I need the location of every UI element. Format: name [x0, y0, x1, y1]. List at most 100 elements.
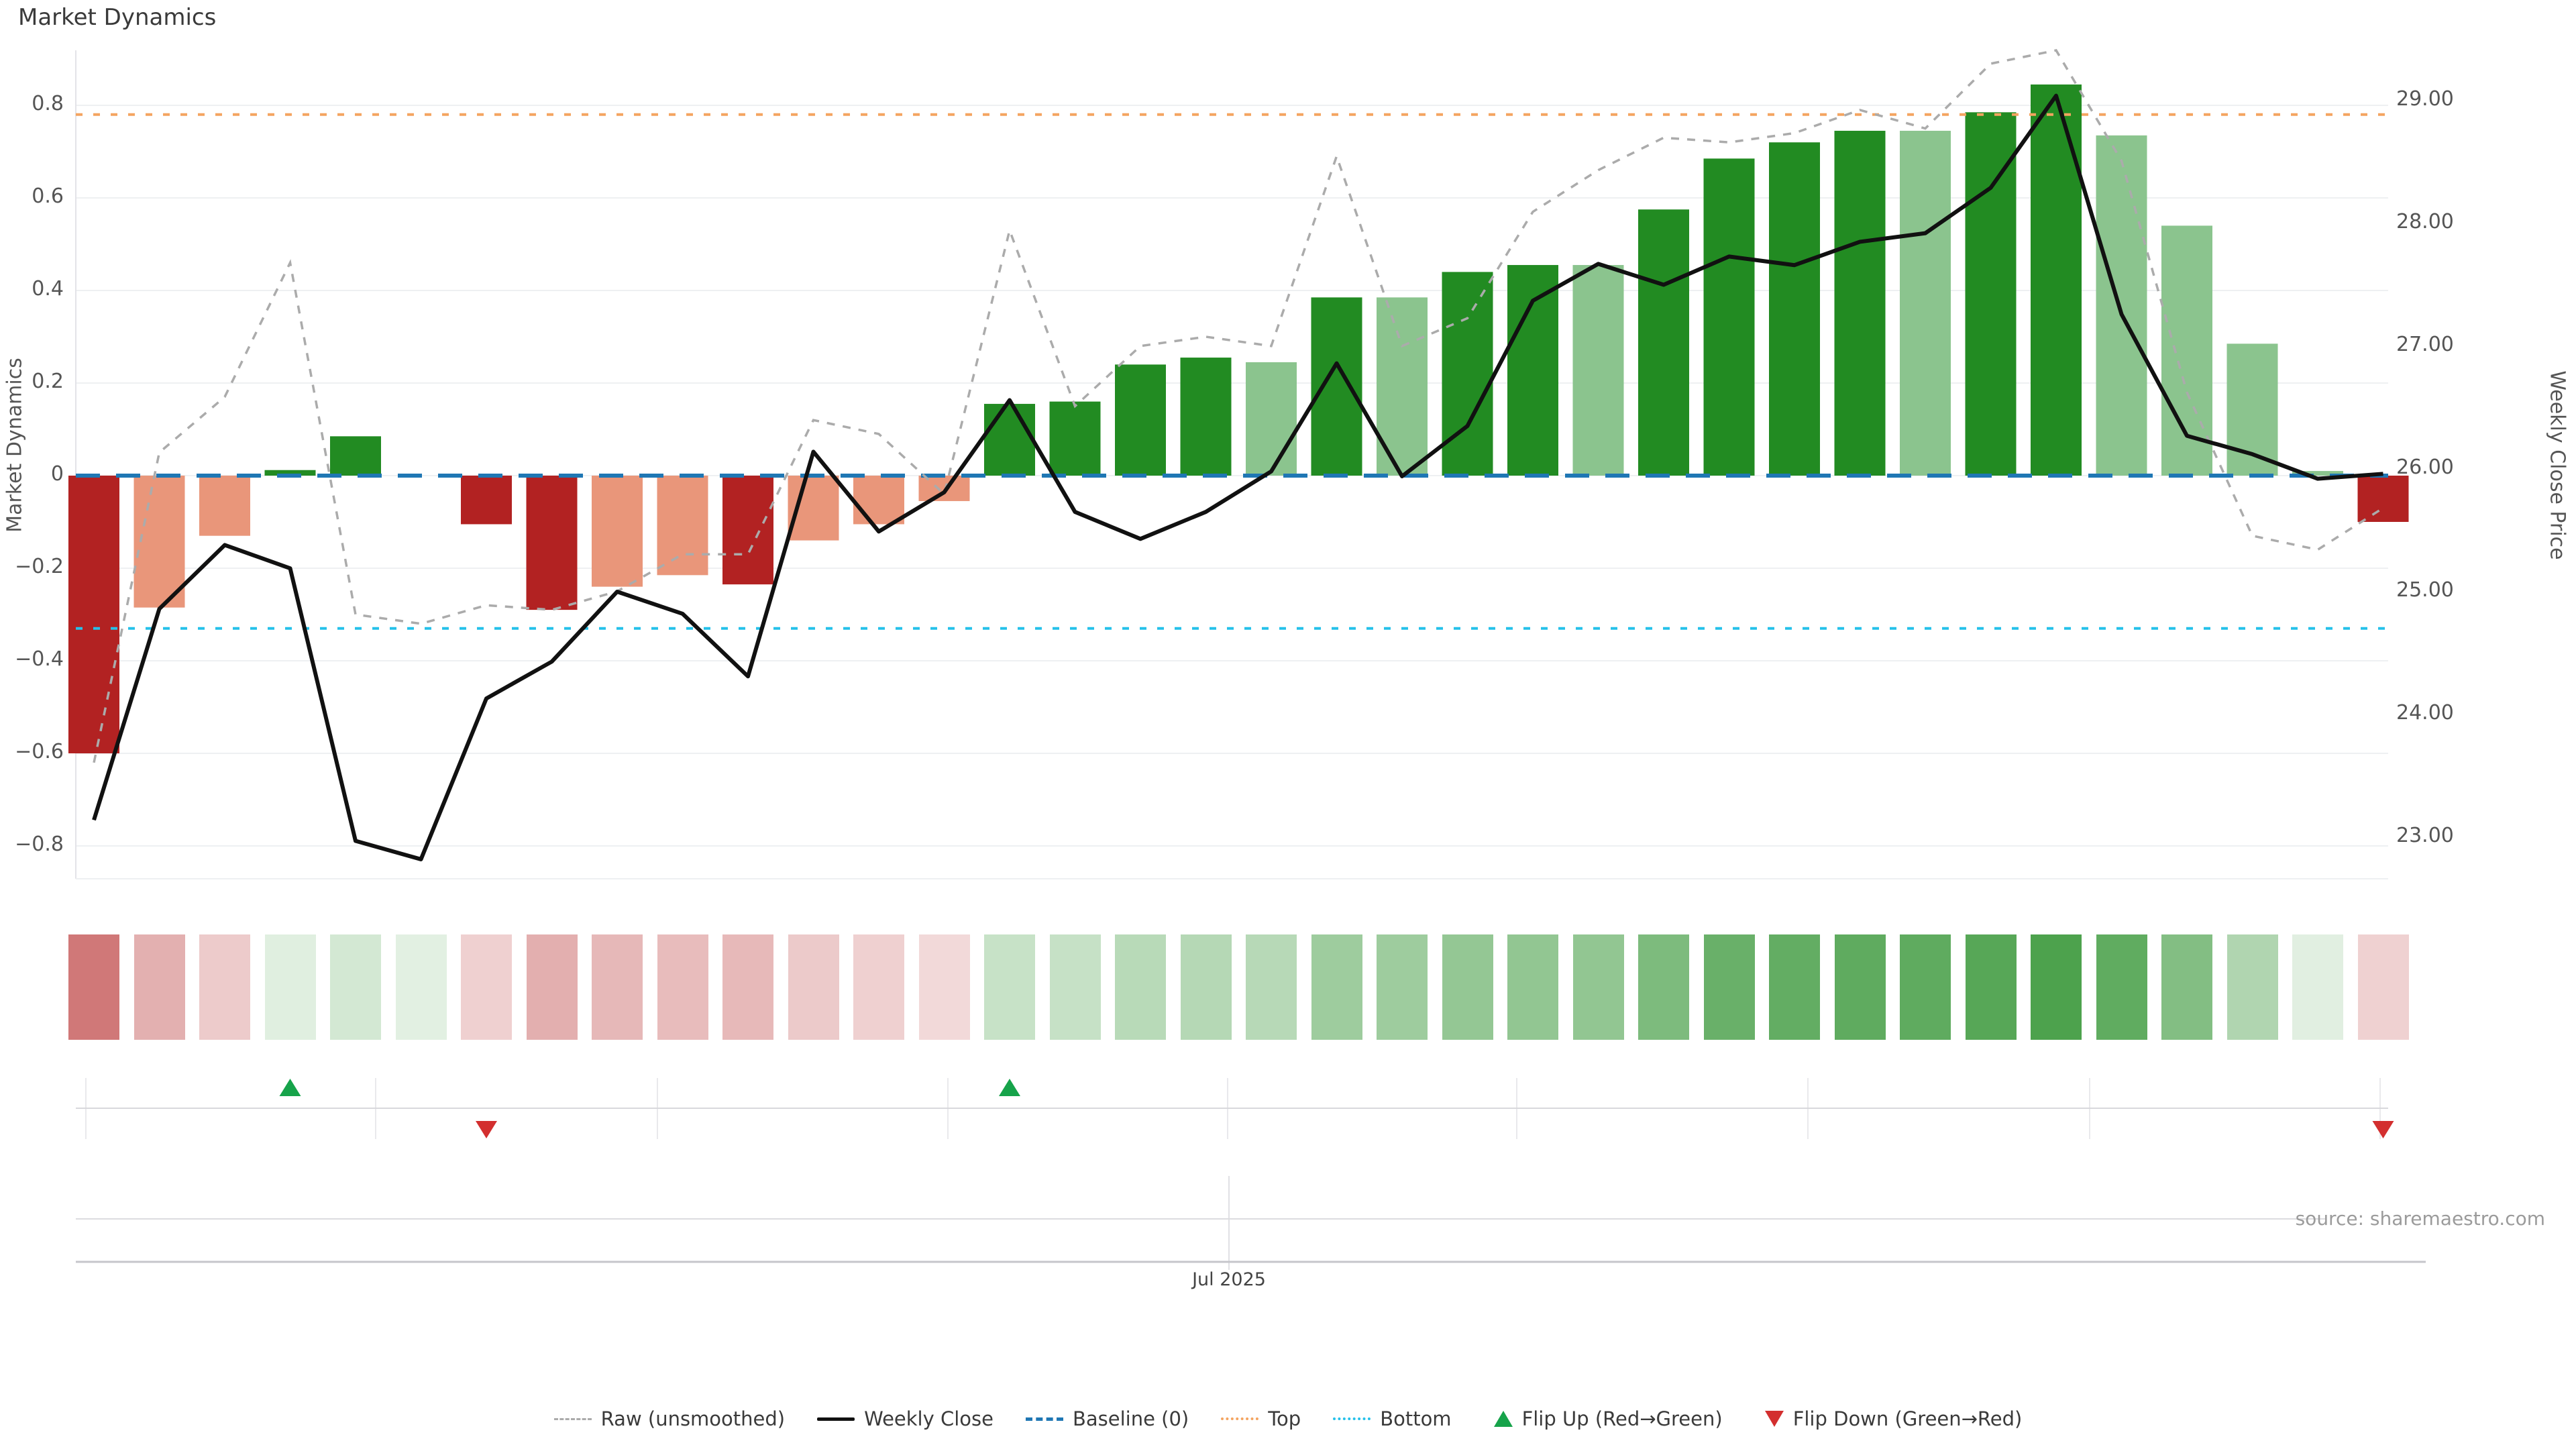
bar — [1507, 265, 1558, 476]
heat-cell — [722, 934, 773, 1040]
legend-item-label: Raw (unsmoothed) — [600, 1407, 786, 1430]
heat-cell — [657, 934, 708, 1040]
heat-cell — [133, 934, 185, 1040]
heat-cell — [1049, 934, 1101, 1040]
bar — [526, 476, 578, 610]
right-tick-label: 25.00 — [2396, 578, 2454, 602]
bar — [2357, 476, 2409, 522]
legend-item: Raw (unsmoothed) — [538, 1407, 801, 1430]
right-tick-label: 26.00 — [2396, 455, 2454, 479]
bar — [1834, 130, 1886, 476]
bar — [2096, 135, 2147, 476]
left-tick-label: −0.2 — [15, 555, 64, 578]
bar — [461, 476, 512, 525]
heat-cell — [461, 934, 512, 1040]
bar — [592, 476, 643, 587]
bar — [1115, 364, 1166, 476]
bar — [1900, 130, 1951, 476]
heat-cell — [1115, 934, 1166, 1040]
legend-item: Bottom — [1317, 1407, 1467, 1430]
right-tick-label: 29.00 — [2396, 87, 2454, 111]
right-tick-label: 28.00 — [2396, 210, 2454, 233]
legend-baseline-icon — [1026, 1417, 1063, 1421]
raw-line — [93, 49, 2384, 763]
heat-cell — [853, 934, 904, 1040]
right-tick-label: 23.00 — [2396, 824, 2454, 847]
bar — [1246, 362, 1297, 476]
bar — [1572, 265, 1624, 476]
left-tick-label: 0 — [50, 462, 64, 486]
legend-close-icon — [817, 1417, 855, 1421]
heat-cell — [2161, 934, 2212, 1040]
heat-cell — [68, 934, 119, 1040]
legend-item-label: Weekly Close — [864, 1407, 994, 1430]
bar — [330, 436, 381, 476]
legend-tri-up-icon — [1493, 1411, 1513, 1427]
close-line — [92, 93, 2383, 861]
bar — [1311, 297, 1362, 476]
heat-cell — [1311, 934, 1362, 1040]
bar — [1703, 158, 1755, 476]
flip-up-marker — [999, 1079, 1020, 1096]
heat-cell — [2292, 934, 2343, 1040]
legend: Raw (unsmoothed) Weekly Close Baseline (0)… — [0, 1407, 2576, 1430]
legend-bottom-icon — [1333, 1417, 1371, 1420]
bar — [1965, 112, 2017, 476]
heat-cell — [788, 934, 839, 1040]
legend-raw-icon — [553, 1417, 592, 1420]
legend-top-icon — [1221, 1417, 1259, 1420]
right-axis-label: Weekly Close Price — [2545, 370, 2569, 560]
left-tick-label: −0.4 — [15, 647, 64, 671]
heat-cell — [918, 934, 970, 1040]
heat-cell — [1965, 934, 2017, 1040]
heat-cell — [1900, 934, 1951, 1040]
legend-item: Flip Up (Red→Green) — [1468, 1407, 1739, 1430]
heat-cell — [395, 934, 447, 1040]
bar — [918, 476, 970, 501]
flip-down-marker — [2372, 1121, 2394, 1138]
bar — [2292, 471, 2343, 476]
left-tick-label: 0.8 — [32, 92, 64, 115]
legend-item-label: Flip Up (Red→Green) — [1521, 1407, 1723, 1430]
heat-cell — [2096, 934, 2147, 1040]
heat-cell — [1442, 934, 1493, 1040]
legend-item-label: Baseline (0) — [1073, 1407, 1189, 1430]
bar — [1180, 358, 1232, 476]
heat-cell — [984, 934, 1035, 1040]
heat-cell — [2226, 934, 2278, 1040]
bar — [2161, 225, 2212, 476]
legend-tri-down-icon — [1764, 1411, 1784, 1427]
bar — [1442, 272, 1493, 476]
left-axis-label: Market Dynamics — [3, 358, 27, 533]
source-credit: source: sharemaestro.com — [2295, 1208, 2545, 1230]
bar — [657, 476, 708, 576]
heat-cell — [526, 934, 578, 1040]
heat-cell — [1769, 934, 1820, 1040]
bar — [853, 476, 904, 525]
legend-item-label: Bottom — [1380, 1407, 1452, 1430]
left-tick-label: 0.6 — [32, 184, 64, 208]
heat-cell — [199, 934, 250, 1040]
heat-cell — [264, 934, 316, 1040]
legend-item: Weekly Close — [801, 1407, 1010, 1430]
heat-cell — [2031, 934, 2082, 1040]
bar — [2031, 84, 2082, 476]
legend-item: Flip Down (Green→Red) — [1739, 1407, 2039, 1430]
right-tick-label: 27.00 — [2396, 333, 2454, 356]
left-tick-label: −0.6 — [15, 740, 64, 763]
bar — [199, 476, 250, 536]
bar — [68, 476, 119, 753]
left-tick-label: 0.2 — [32, 370, 64, 393]
legend-item-label: Top — [1268, 1407, 1301, 1430]
left-tick-label: 0.4 — [32, 277, 64, 301]
bar — [264, 470, 316, 476]
left-tick-label: −0.8 — [15, 833, 64, 856]
heat-cell — [592, 934, 643, 1040]
legend-item: Baseline (0) — [1010, 1407, 1205, 1430]
flip-down-marker — [476, 1121, 497, 1138]
heat-cell — [1703, 934, 1755, 1040]
legend-item: Top — [1205, 1407, 1317, 1430]
x-axis-tick-label: Jul 2025 — [1192, 1269, 1266, 1290]
